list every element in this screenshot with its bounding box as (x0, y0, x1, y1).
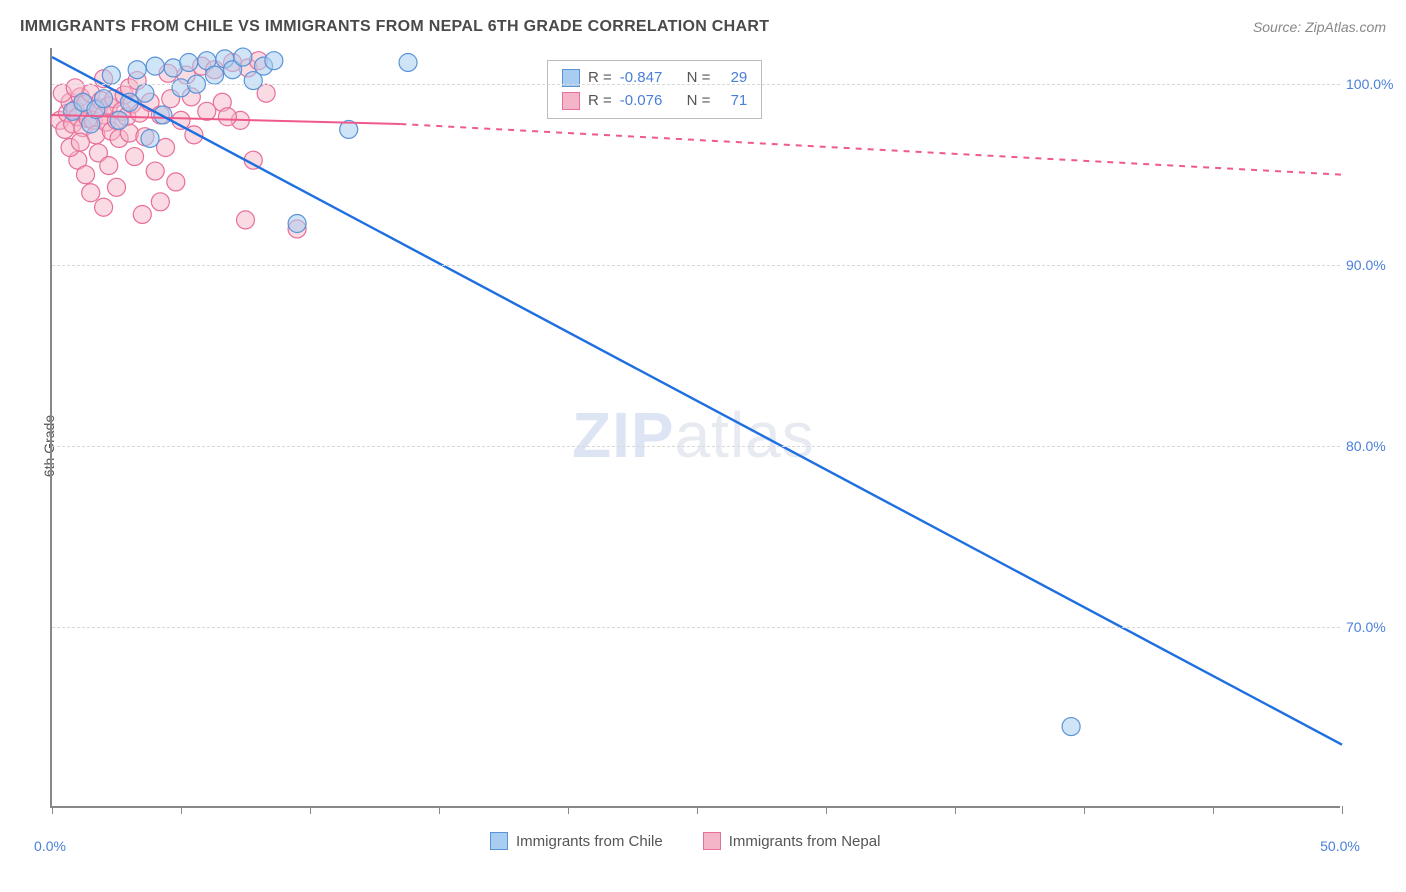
nepal-point (95, 198, 113, 216)
legend-item-nepal: Immigrants from Nepal (703, 832, 881, 850)
chart-header: IMMIGRANTS FROM CHILE VS IMMIGRANTS FROM… (20, 18, 1386, 36)
legend-row-nepal: R = -0.076 N = 71 (562, 90, 747, 113)
chile-point (146, 57, 164, 75)
nepal-point (151, 193, 169, 211)
nepal-point (108, 178, 126, 196)
x-tick (1342, 806, 1343, 814)
chile-point (102, 66, 120, 84)
chile-point (399, 53, 417, 71)
chile-point (1062, 718, 1080, 736)
chile-point (265, 52, 283, 70)
x-tick (1213, 806, 1214, 814)
x-tick (310, 806, 311, 814)
nepal-point (82, 184, 100, 202)
nepal-point (71, 133, 89, 151)
nepal-point (133, 205, 151, 223)
scatter-svg (52, 48, 1340, 806)
chart-source: Source: ZipAtlas.com (1253, 19, 1386, 35)
x-tick-label: 50.0% (1320, 838, 1360, 854)
swatch-nepal-icon (703, 832, 721, 850)
swatch-chile-icon (490, 832, 508, 850)
swatch-nepal (562, 92, 580, 110)
chile-trend (52, 57, 1342, 745)
chile-point (234, 48, 252, 66)
y-tick-label: 80.0% (1346, 438, 1402, 454)
chile-point (206, 66, 224, 84)
y-tick-label: 70.0% (1346, 619, 1402, 635)
x-tick (439, 806, 440, 814)
chile-point (136, 84, 154, 102)
correlation-legend: R = -0.847 N = 29 R = -0.076 N = 71 (547, 60, 762, 119)
nepal-point (167, 173, 185, 191)
nepal-point (77, 166, 95, 184)
x-tick (52, 806, 53, 814)
y-tick-label: 100.0% (1346, 76, 1402, 92)
nepal-point (218, 108, 236, 126)
nepal-point (237, 211, 255, 229)
nepal-point (100, 157, 118, 175)
nepal-point (126, 148, 144, 166)
grid-line (52, 446, 1340, 447)
legend-item-chile: Immigrants from Chile (490, 832, 663, 850)
grid-line (52, 84, 1340, 85)
chile-point (128, 61, 146, 79)
legend-row-chile: R = -0.847 N = 29 (562, 67, 747, 90)
nepal-trend-dash (400, 124, 1342, 175)
chile-point (95, 90, 113, 108)
nepal-point (146, 162, 164, 180)
chile-point (110, 111, 128, 129)
chile-point (141, 129, 159, 147)
y-tick-label: 90.0% (1346, 257, 1402, 273)
x-tick (568, 806, 569, 814)
x-tick (181, 806, 182, 814)
grid-line (52, 627, 1340, 628)
chile-point (180, 53, 198, 71)
chart-title: IMMIGRANTS FROM CHILE VS IMMIGRANTS FROM… (20, 18, 769, 36)
chile-point (288, 215, 306, 233)
x-tick (697, 806, 698, 814)
x-tick-label: 0.0% (34, 838, 66, 854)
grid-line (52, 265, 1340, 266)
x-tick (1084, 806, 1085, 814)
plot-area: ZIPatlas R = -0.847 N = 29 R = -0.076 N … (50, 48, 1340, 808)
x-tick (955, 806, 956, 814)
series-legend: Immigrants from Chile Immigrants from Ne… (490, 832, 880, 850)
x-tick (826, 806, 827, 814)
